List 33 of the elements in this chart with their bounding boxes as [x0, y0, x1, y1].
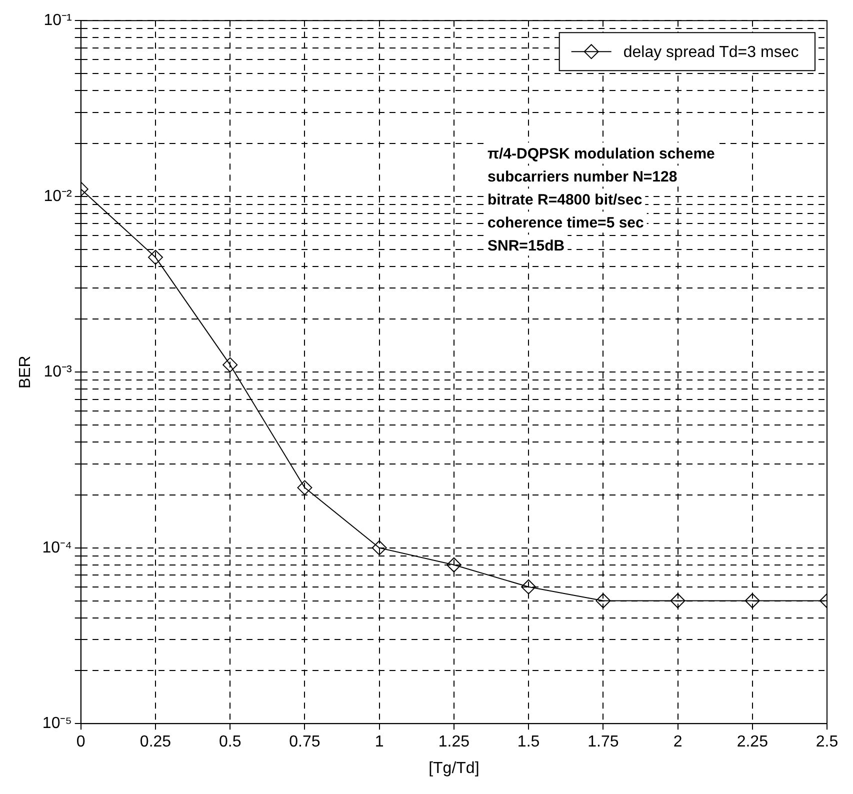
- point: [670, 593, 686, 608]
- annotation: coherence time=5 sec: [488, 214, 644, 232]
- y-tick-label: 10⁻⁵: [42, 715, 72, 732]
- x-tick-label: 1.75: [588, 734, 619, 751]
- x-tick-label: 0.25: [140, 734, 172, 751]
- x-tick-label: 0.5: [218, 734, 242, 751]
- point: [521, 579, 536, 594]
- point: [744, 593, 760, 608]
- y-tick-label: 10⁻¹: [44, 12, 72, 30]
- x-tick-label: 2.5: [816, 734, 838, 751]
- y-tick-label: 10⁻⁴: [42, 539, 72, 556]
- point: [446, 557, 462, 572]
- point: [372, 540, 387, 556]
- x-axis-title: [Tg/Td]: [428, 760, 480, 777]
- legend-label: delay spread Td=3 msec: [623, 44, 799, 62]
- y-axis-title: BER: [17, 356, 34, 389]
- y-tick-label: 10⁻³: [44, 364, 73, 381]
- x-tick-label: 2.25: [736, 734, 768, 751]
- annotation: subcarriers number N=128: [488, 168, 678, 186]
- point: [222, 357, 238, 372]
- point: [148, 250, 163, 265]
- x-tick-label: 1.5: [517, 734, 540, 751]
- x-tick-label: 0.75: [289, 734, 320, 751]
- point: [297, 480, 312, 496]
- x-tick-label: 1: [374, 734, 384, 751]
- x-tick-label: 0: [76, 734, 86, 751]
- annotation: π/4-DQPSK modulation scheme: [488, 146, 715, 163]
- x-tick-label: 2: [673, 734, 682, 751]
- point: [596, 593, 611, 608]
- annotation: SNR=15dB: [488, 238, 565, 255]
- annotation: bitrate R=4800 bit/sec: [488, 192, 642, 209]
- y-tick-label: 10⁻²: [44, 188, 73, 205]
- x-tick-label: 1.25: [438, 734, 470, 751]
